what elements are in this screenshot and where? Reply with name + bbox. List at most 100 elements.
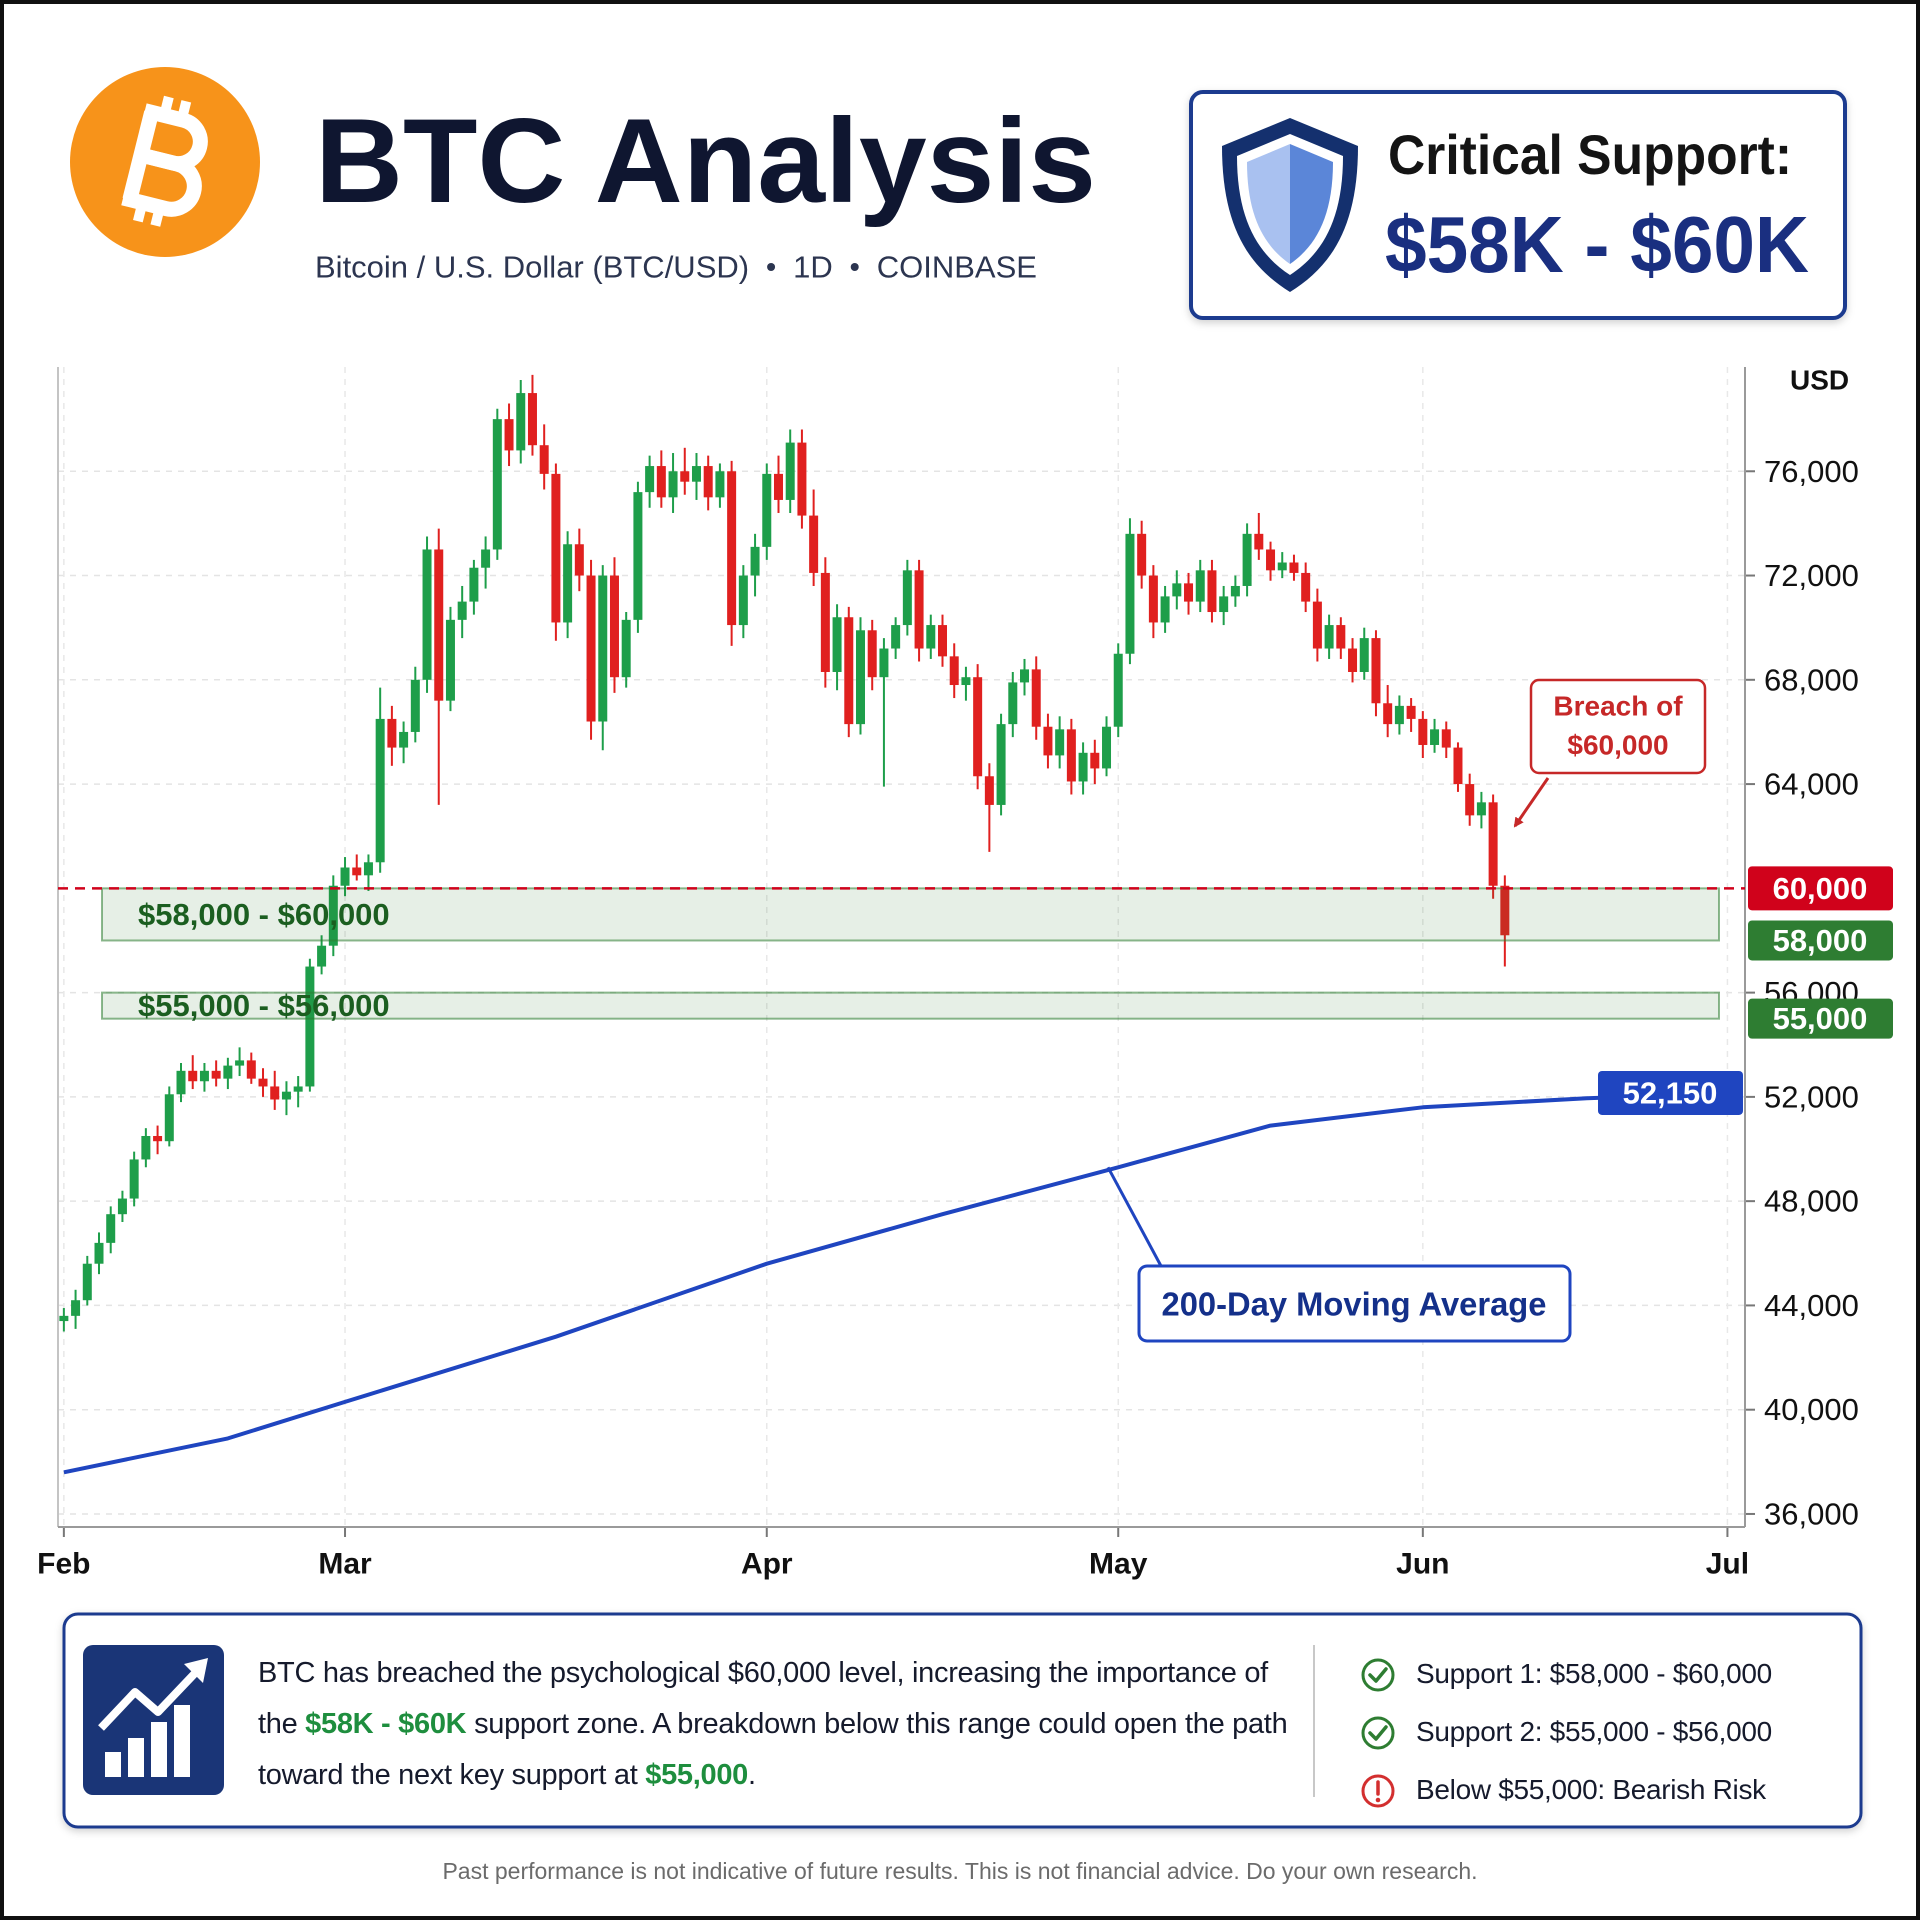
candle-body — [504, 419, 514, 451]
candle-body — [1324, 625, 1334, 649]
subtitle-part: Bitcoin / U.S. Dollar (BTC/USD) — [315, 250, 749, 285]
candle-body — [797, 442, 807, 516]
candle-body — [481, 549, 491, 568]
level-badge-label: 58,000 — [1773, 923, 1868, 958]
candle-body — [598, 575, 608, 722]
candle-body — [1359, 638, 1369, 672]
candle-body — [633, 492, 643, 620]
level-badge — [1748, 920, 1893, 961]
candle-body — [773, 473, 783, 500]
candle-body — [832, 617, 842, 672]
candle-body — [1266, 549, 1276, 571]
separator-dot — [850, 263, 859, 271]
candle-body — [1254, 533, 1264, 550]
page-title: BTC Analysis — [315, 94, 1096, 228]
candle-body — [996, 724, 1006, 805]
chart: USD36,00040,00044,00048,00052,00056,0006… — [37, 365, 1893, 1581]
summary-panel — [62, 1612, 1863, 1829]
candle-body — [1394, 705, 1404, 725]
candle-body — [211, 1070, 221, 1079]
candle-body — [645, 466, 655, 493]
candle-body — [844, 617, 854, 725]
candle-body — [516, 393, 526, 451]
candle-body — [1172, 583, 1182, 597]
candle-body — [270, 1086, 280, 1100]
candle-body — [1488, 802, 1498, 886]
candle-body — [668, 471, 678, 498]
candle-body — [1207, 570, 1217, 613]
icon-dot — [1375, 1797, 1381, 1803]
icon-ring — [1361, 1658, 1395, 1692]
candle-body — [457, 601, 467, 620]
support-callout: Critical Support: $58K - $60K — [1189, 90, 1847, 320]
candle-body — [235, 1060, 245, 1066]
ma-badge-label: 52,150 — [1623, 1075, 1718, 1110]
candle-body — [691, 466, 701, 482]
y-tick-label: 64,000 — [1764, 767, 1859, 802]
subtitle: Bitcoin / U.S. Dollar (BTC/USD) 1D COINBAS… — [315, 250, 1037, 285]
ma-label: 200-Day Moving Average — [1162, 1286, 1547, 1323]
candle-body — [1066, 729, 1076, 782]
checklist-text: Support 1: $58,000 - $60,000 — [1416, 1658, 1772, 1689]
candle-body — [94, 1242, 104, 1264]
candle-body — [539, 445, 549, 474]
candle-body — [527, 393, 537, 446]
level-badge-label: 60,000 — [1773, 871, 1868, 906]
candle-body — [258, 1078, 268, 1087]
level-badge-label: 55,000 — [1773, 1001, 1868, 1036]
candle-body — [1020, 669, 1030, 683]
candle-body — [129, 1159, 139, 1199]
y-tick-label: 76,000 — [1764, 454, 1859, 489]
candle-body — [680, 471, 690, 482]
candle-body — [820, 572, 830, 672]
candle-body — [1043, 726, 1053, 756]
candle-body — [855, 630, 865, 725]
candle-body — [422, 549, 432, 680]
candle-body — [1465, 784, 1475, 816]
callout-value: $58K - $60K — [1385, 200, 1809, 289]
x-tick-label: Apr — [741, 1548, 793, 1581]
separator-dot — [767, 263, 776, 271]
candle-body — [492, 419, 502, 550]
candle-body — [785, 442, 795, 500]
checklist-item: Support 2: $55,000 - $56,000 — [1356, 1703, 1856, 1761]
shield-icon — [1222, 118, 1358, 292]
moving-average-line — [63, 1091, 1740, 1475]
highlight-text: $58K - $60K — [305, 1708, 467, 1740]
candle-body — [164, 1094, 174, 1142]
candle-body — [1336, 625, 1346, 649]
candle-body — [399, 731, 409, 748]
candle-body — [246, 1060, 256, 1079]
icon-ring — [1361, 1716, 1395, 1750]
x-tick-label: Jul — [1706, 1548, 1749, 1581]
candle-body — [1090, 752, 1100, 769]
candle-body — [1383, 703, 1393, 725]
candle-body — [867, 630, 877, 678]
check-icon — [1361, 1658, 1395, 1692]
subtitle-part: 1D — [793, 250, 833, 285]
summary-segment: . — [748, 1759, 756, 1791]
candle-body — [938, 625, 948, 657]
support-zone-label: $58,000 - $60,000 — [138, 897, 390, 932]
icon-check — [1368, 1725, 1388, 1741]
candle-body — [715, 471, 725, 498]
candle-body — [141, 1135, 151, 1160]
candle-body — [82, 1263, 92, 1301]
chart-icon — [83, 1645, 224, 1795]
candle-body — [1348, 648, 1358, 672]
candle-body — [434, 549, 444, 701]
candle-body — [984, 776, 994, 805]
level-badge — [1748, 866, 1893, 911]
candle-body — [1301, 572, 1311, 602]
check-icon — [1361, 1716, 1395, 1750]
candle-body — [1230, 585, 1240, 597]
candle-body — [551, 473, 561, 623]
candle-body — [223, 1065, 233, 1079]
candle-body — [1312, 601, 1322, 649]
y-axis-label: USD — [1790, 365, 1849, 396]
candle-body — [1453, 747, 1463, 785]
candle-body — [1160, 596, 1170, 623]
candle-body — [1219, 596, 1229, 613]
candle-body — [176, 1070, 186, 1095]
